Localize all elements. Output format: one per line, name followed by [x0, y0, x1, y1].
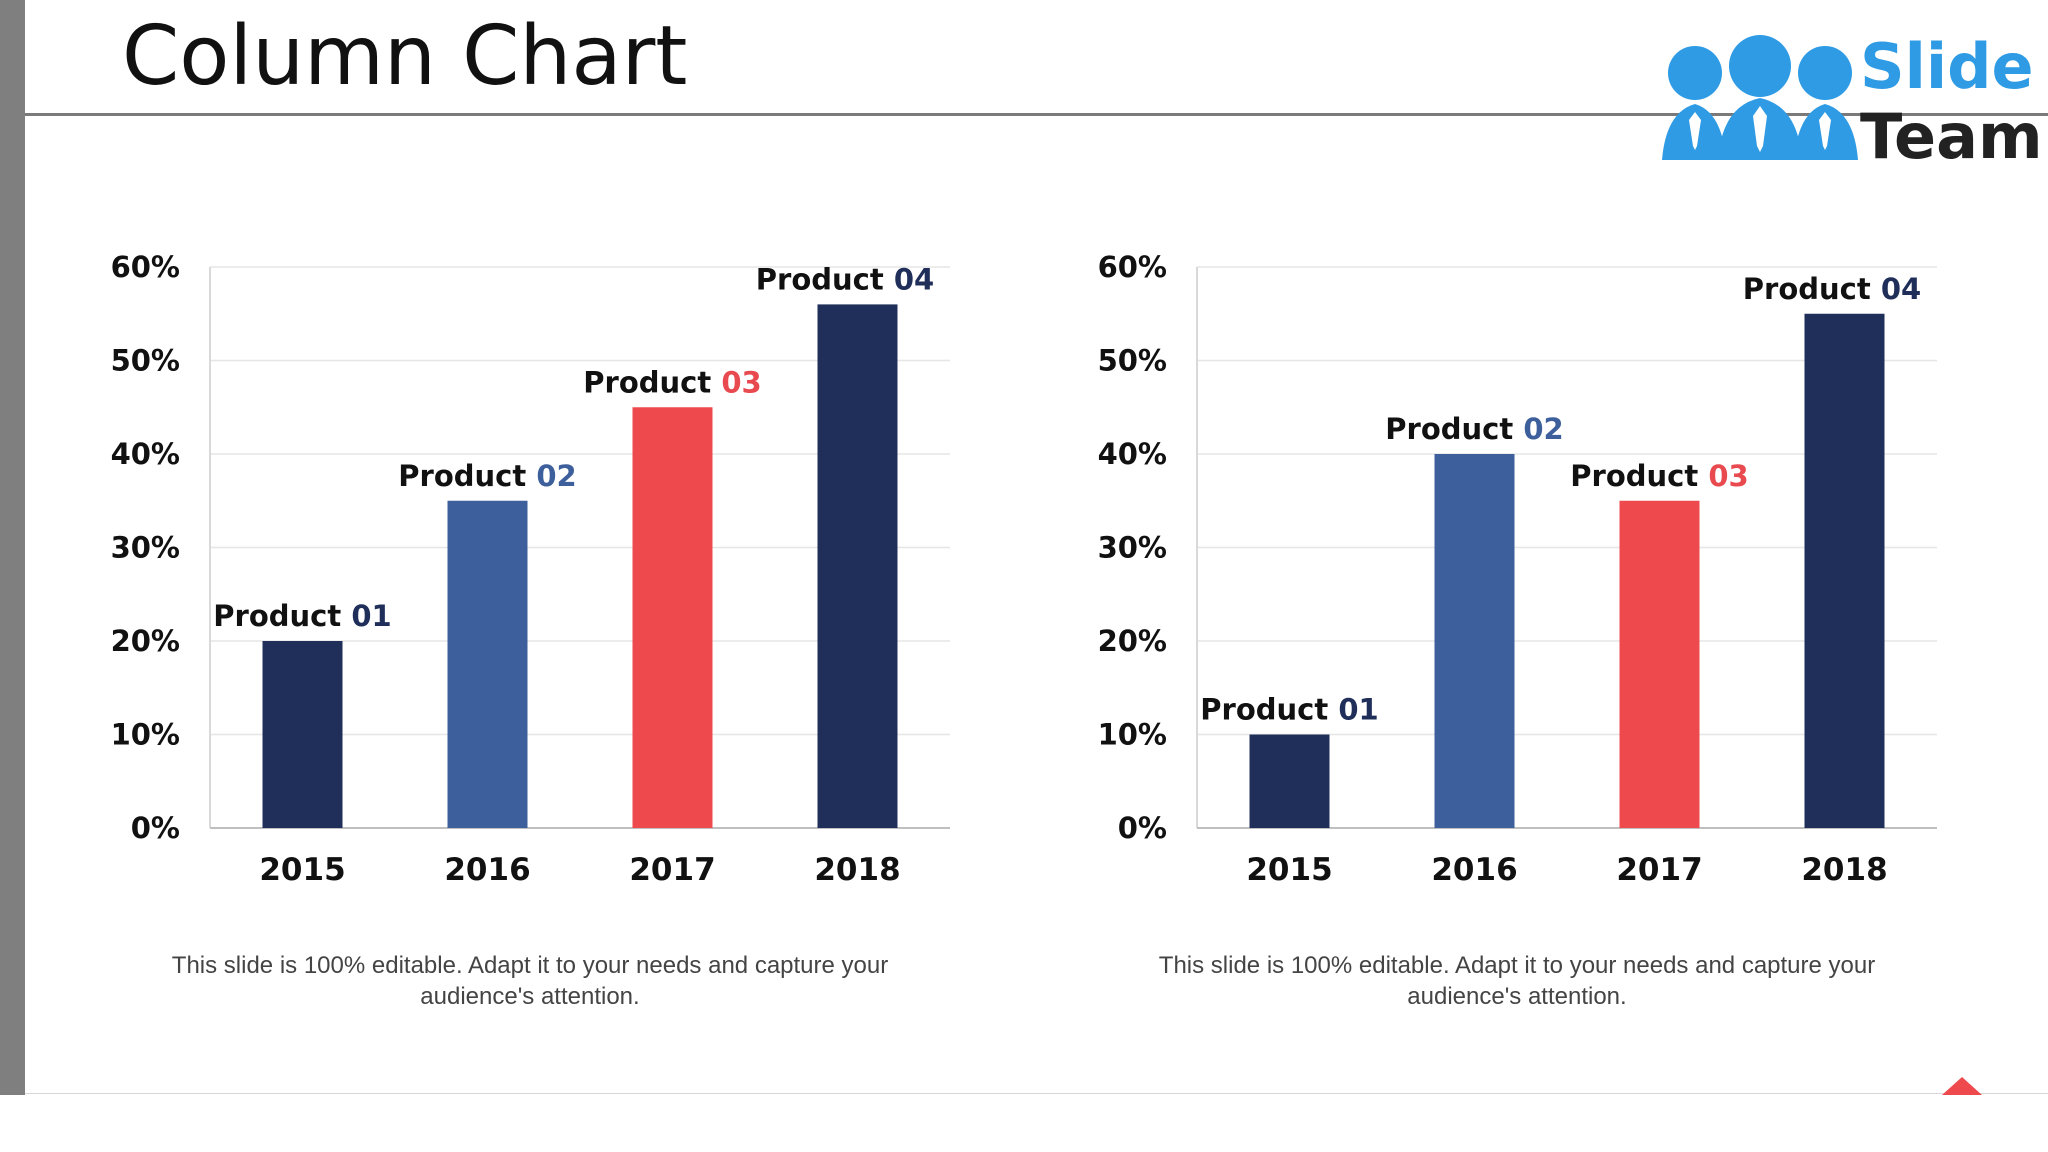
y-tick-label: 60%: [1098, 250, 1167, 284]
column-chart-left: 0% 10% 20% 30% 40% 50% 60% 2015 Product 01 2016 Pr…: [60, 235, 1010, 935]
x-tick-label: 2016: [1431, 852, 1517, 888]
y-tick-label: 30%: [1098, 531, 1167, 565]
x-tick-label: 2018: [1801, 852, 1887, 888]
y-tick-label: 60%: [111, 250, 180, 284]
bar-data-label: Product 02: [398, 459, 576, 493]
y-tick-label: 40%: [1098, 437, 1167, 471]
bar-label-text: Product: [756, 262, 894, 296]
y-tick-label: 20%: [111, 624, 180, 658]
bar-data-label: Product 03: [583, 365, 761, 399]
caption-left: This slide is 100% editable. Adapt it to…: [171, 952, 889, 1011]
bar-label-number: 04: [894, 262, 934, 296]
bar-label-text: Product: [1200, 693, 1338, 727]
bottom-divider: [25, 1093, 2048, 1094]
bar: [262, 641, 343, 828]
bar-label-number: 03: [1708, 459, 1748, 493]
bar: [1619, 500, 1700, 828]
y-tick-label: 0%: [1118, 811, 1167, 845]
bar: [632, 407, 713, 828]
y-tick-label: 10%: [111, 718, 180, 752]
y-tick-label: 10%: [1098, 718, 1167, 752]
left-accent-bar: [0, 0, 25, 1095]
bar-label-number: 01: [1338, 693, 1378, 727]
x-tick-label: 2017: [629, 852, 715, 888]
bar-label-number: 02: [1523, 412, 1563, 446]
bar-label-number: 04: [1881, 272, 1921, 306]
x-tick-label: 2015: [259, 852, 345, 888]
bar-label-number: 03: [721, 365, 761, 399]
title-divider: [25, 113, 2048, 116]
bar-data-label: Product 03: [1570, 459, 1748, 493]
x-tick-label: 2018: [814, 852, 900, 888]
bar-label-number: 02: [536, 459, 576, 493]
column-chart-left-svg: 0% 10% 20% 30% 40% 50% 60% 2015 Product 01 2016 Pr…: [111, 250, 950, 888]
y-tick-label: 20%: [1098, 624, 1167, 658]
bar-label-text: Product: [398, 459, 536, 493]
bar-data-label: Product 04: [1743, 272, 1921, 306]
bar-label-text: Product: [1743, 272, 1881, 306]
bar: [1804, 313, 1885, 828]
bar-data-label: Product 02: [1385, 412, 1563, 446]
bar-label-text: Product: [1570, 459, 1708, 493]
bar-label-number: 01: [351, 599, 391, 633]
y-tick-label: 50%: [1098, 344, 1167, 378]
next-slide-triangle-icon: [1942, 1077, 1982, 1095]
column-chart-right-svg: 0% 10% 20% 30% 40% 50% 60% 2015 Product 01 2016 Pr…: [1098, 250, 1937, 888]
bar: [1249, 734, 1330, 828]
slide-title: Column Chart: [122, 9, 688, 104]
x-tick-label: 2016: [444, 852, 530, 888]
bar-data-label: Product 04: [756, 262, 934, 296]
bar-label-text: Product: [583, 365, 721, 399]
bar: [817, 304, 898, 828]
y-tick-label: 50%: [111, 344, 180, 378]
bar-data-label: Product 01: [213, 599, 391, 633]
people-group-icon: [1662, 35, 1858, 160]
logo-wordmark-team: Team: [1860, 100, 2043, 173]
x-tick-label: 2015: [1246, 852, 1332, 888]
logo-wordmark-slide: Slide: [1860, 30, 2034, 103]
x-tick-label: 2017: [1616, 852, 1702, 888]
bar-label-text: Product: [213, 599, 351, 633]
y-tick-label: 30%: [111, 531, 180, 565]
bar: [1434, 454, 1515, 828]
slideteam-logo: Slide Team: [1660, 28, 2043, 168]
column-chart-right: 0% 10% 20% 30% 40% 50% 60% 2015 Product 01 2016 Pr…: [1047, 235, 1997, 935]
y-tick-label: 40%: [111, 437, 180, 471]
caption-right: This slide is 100% editable. Adapt it to…: [1158, 952, 1876, 1011]
bar-data-label: Product 01: [1200, 693, 1378, 727]
y-tick-label: 0%: [131, 811, 180, 845]
bar-label-text: Product: [1385, 412, 1523, 446]
bar: [447, 500, 528, 828]
